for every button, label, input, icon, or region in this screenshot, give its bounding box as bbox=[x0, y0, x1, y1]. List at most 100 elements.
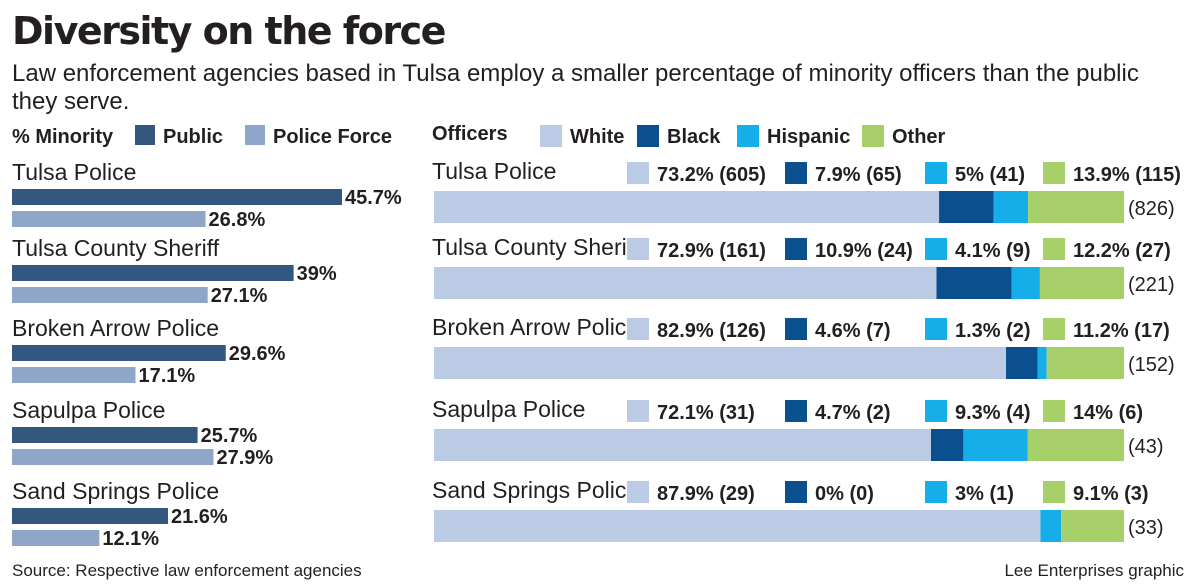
legend-label-other: Other bbox=[892, 126, 946, 148]
value-label-public: 29.6% bbox=[229, 343, 286, 365]
legend-label-police-force: Police Force bbox=[273, 126, 392, 148]
stack-segment-white bbox=[434, 267, 937, 299]
bar-public bbox=[12, 189, 342, 205]
legend-swatch-public bbox=[135, 125, 155, 145]
bar-public bbox=[12, 427, 198, 443]
stack-segment-hispanic bbox=[993, 191, 1029, 223]
segment-label-hispanic: 1.3% (2) bbox=[955, 320, 1031, 342]
row-swatch-hispanic bbox=[925, 318, 947, 340]
row-swatch-white bbox=[627, 162, 649, 184]
row-swatch-other bbox=[1043, 400, 1065, 422]
bar-police-force bbox=[12, 367, 136, 383]
segment-label-hispanic: 9.3% (4) bbox=[955, 402, 1031, 424]
page-subtitle: Law enforcement agencies based in Tulsa … bbox=[12, 60, 1139, 115]
stack-segment-white bbox=[434, 347, 1007, 379]
total-officers-label: (43) bbox=[1128, 436, 1164, 458]
source-note: Source: Respective law enforcement agenc… bbox=[12, 561, 362, 580]
right-agency-label: Sand Springs Police bbox=[432, 477, 639, 503]
total-officers-label: (33) bbox=[1128, 517, 1164, 539]
segment-label-white: 72.1% (31) bbox=[657, 402, 755, 424]
row-swatch-black bbox=[785, 481, 807, 503]
stack-segment-black bbox=[936, 267, 1012, 299]
total-officers-label: (221) bbox=[1128, 274, 1175, 296]
right-agency-label: Broken Arrow Police bbox=[432, 314, 639, 340]
bar-police-force bbox=[12, 287, 208, 303]
row-swatch-other bbox=[1043, 162, 1065, 184]
right-agency-label: Tulsa County Sheriff bbox=[432, 234, 640, 260]
value-label-police-force: 27.1% bbox=[211, 285, 268, 307]
segment-label-black: 4.6% (7) bbox=[815, 320, 891, 342]
segment-label-white: 72.9% (161) bbox=[657, 240, 766, 262]
left-agency-label: Sand Springs Police bbox=[12, 478, 219, 504]
value-label-police-force: 17.1% bbox=[138, 365, 195, 387]
legend-swatch-white bbox=[540, 125, 562, 147]
right-agency-label: Tulsa Police bbox=[432, 158, 556, 184]
bar-police-force bbox=[12, 211, 206, 227]
segment-label-hispanic: 3% (1) bbox=[955, 483, 1014, 505]
bar-police-force bbox=[12, 530, 100, 546]
stack-segment-hispanic bbox=[963, 429, 1028, 461]
segment-label-black: 7.9% (65) bbox=[815, 164, 902, 186]
legend-swatch-black bbox=[637, 125, 659, 147]
stack-segment-hispanic bbox=[1037, 347, 1047, 379]
right-agency-label: Sapulpa Police bbox=[432, 396, 585, 422]
segment-label-hispanic: 5% (41) bbox=[955, 164, 1025, 186]
value-label-police-force: 26.8% bbox=[209, 209, 266, 231]
segment-label-black: 4.7% (2) bbox=[815, 402, 891, 424]
officers-chart-title: Officers bbox=[432, 123, 508, 145]
left-agency-label: Broken Arrow Police bbox=[12, 315, 219, 341]
stack-segment-white bbox=[434, 429, 931, 461]
value-label-police-force: 12.1% bbox=[102, 528, 159, 550]
legend-label-white: White bbox=[570, 126, 624, 148]
segment-label-other: 9.1% (3) bbox=[1073, 483, 1149, 505]
stack-segment-other bbox=[1028, 191, 1124, 223]
value-label-public: 25.7% bbox=[201, 425, 258, 447]
segment-label-white: 82.9% (126) bbox=[657, 320, 766, 342]
stack-segment-black bbox=[939, 191, 994, 223]
segment-label-other: 11.2% (17) bbox=[1073, 320, 1170, 342]
row-swatch-other bbox=[1043, 238, 1065, 260]
legend-label-public: Public bbox=[163, 126, 223, 148]
bar-police-force bbox=[12, 449, 214, 465]
value-label-public: 39% bbox=[297, 263, 337, 285]
stack-segment-hispanic bbox=[1011, 267, 1040, 299]
stack-segment-other bbox=[1046, 347, 1124, 379]
stack-segment-other bbox=[1061, 510, 1124, 542]
segment-label-black: 10.9% (24) bbox=[815, 240, 913, 262]
legend-swatch-police-force bbox=[245, 125, 265, 145]
stack-segment-other bbox=[1027, 429, 1124, 461]
bar-public bbox=[12, 265, 294, 281]
value-label-public: 21.6% bbox=[171, 506, 228, 528]
segment-label-other: 14% (6) bbox=[1073, 402, 1143, 424]
legend-label-hispanic: Hispanic bbox=[767, 126, 850, 148]
row-swatch-white bbox=[627, 318, 649, 340]
stack-segment-black bbox=[930, 429, 964, 461]
row-swatch-hispanic bbox=[925, 481, 947, 503]
total-officers-label: (152) bbox=[1128, 354, 1175, 376]
bar-public bbox=[12, 508, 168, 524]
row-swatch-black bbox=[785, 318, 807, 340]
left-agency-label: Sapulpa Police bbox=[12, 397, 165, 423]
left-agency-label: Tulsa County Sheriff bbox=[12, 235, 220, 261]
segment-label-black: 0% (0) bbox=[815, 483, 874, 505]
value-label-public: 45.7% bbox=[345, 187, 402, 209]
stack-segment-black bbox=[1006, 347, 1038, 379]
row-swatch-white bbox=[627, 481, 649, 503]
row-swatch-other bbox=[1043, 318, 1065, 340]
row-swatch-black bbox=[785, 238, 807, 260]
segment-label-white: 87.9% (29) bbox=[657, 483, 755, 505]
legend-swatch-hispanic bbox=[737, 125, 759, 147]
stack-segment-hispanic bbox=[1040, 510, 1062, 542]
segment-label-hispanic: 4.1% (9) bbox=[955, 240, 1031, 262]
stack-segment-other bbox=[1039, 267, 1124, 299]
graphic-credit: Lee Enterprises graphic bbox=[1004, 561, 1184, 580]
segment-label-white: 73.2% (605) bbox=[657, 164, 766, 186]
legend-swatch-other bbox=[862, 125, 884, 147]
row-swatch-other bbox=[1043, 481, 1065, 503]
stack-segment-white bbox=[434, 191, 940, 223]
value-label-police-force: 27.9% bbox=[216, 447, 273, 469]
stack-segment-white bbox=[434, 510, 1041, 542]
row-swatch-hispanic bbox=[925, 400, 947, 422]
minority-chart-title: % Minority bbox=[12, 126, 114, 148]
